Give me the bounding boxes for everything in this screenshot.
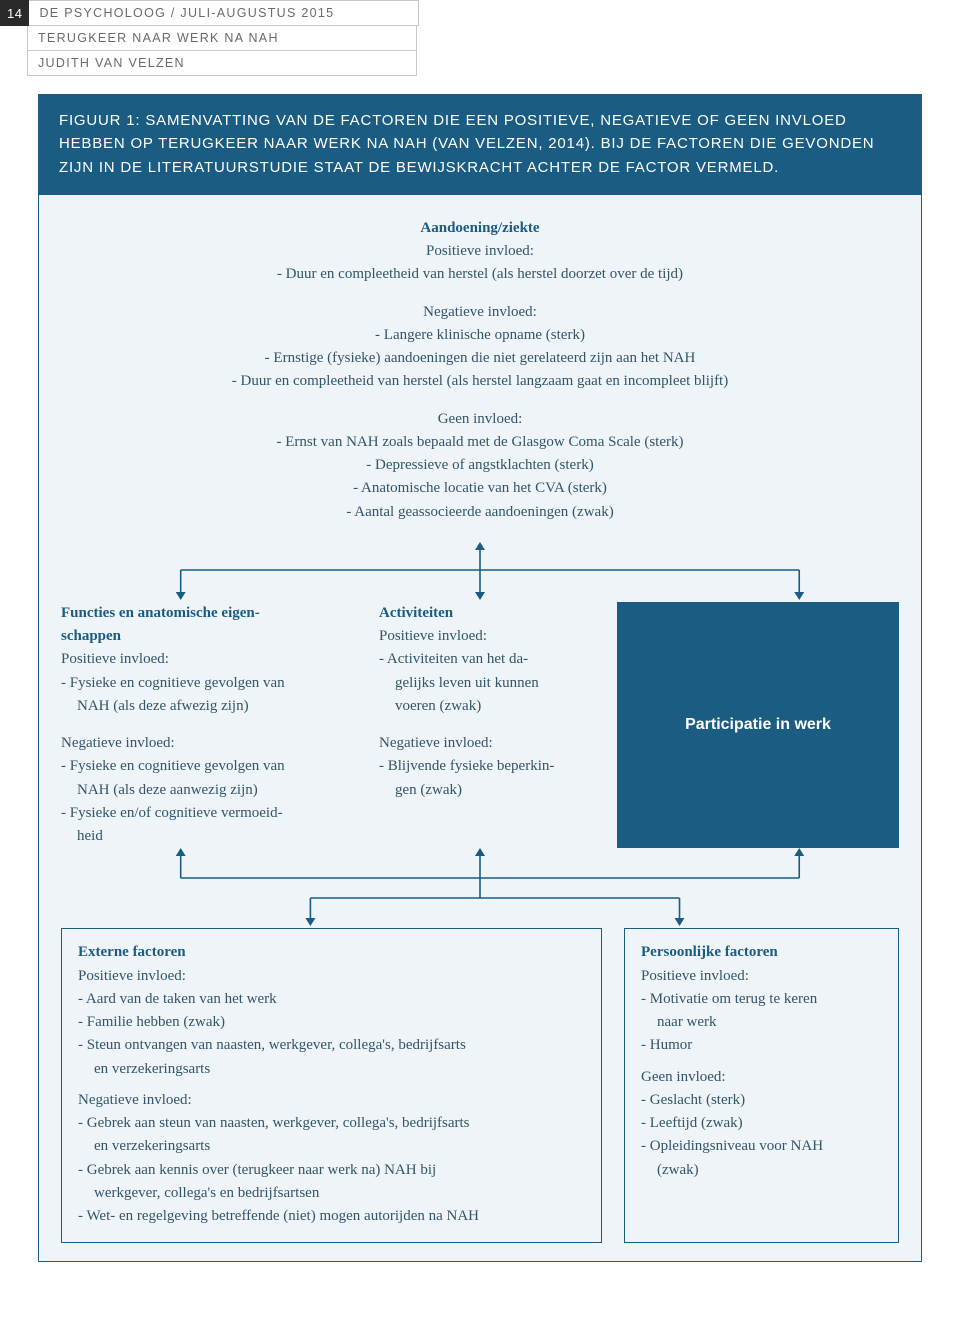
extern-pos-3b: en verzekeringsarts — [78, 1058, 585, 1081]
persoonlijk-pos-1a: - Motivatie om terug te keren — [641, 988, 882, 1011]
block-participatie: Participatie in werk — [617, 602, 899, 849]
arrows-top-to-mid — [61, 542, 899, 602]
functies-pos-1b: NAH (als deze afwezig zijn) — [61, 695, 361, 718]
aandoening-neg-1: - Langere klinische opname (sterk) — [61, 324, 899, 347]
activiteiten-pos-1b: gelijks leven uit kunnen — [379, 672, 599, 695]
extern-pos-1: - Aard van de taken van het werk — [78, 988, 585, 1011]
functies-neg-2a: - Fysieke en/of cognitieve vermoeid- — [61, 802, 361, 825]
extern-neg-2b: werkgever, collega's en bedrijfsartsen — [78, 1182, 585, 1205]
activiteiten-neg-head: Negatieve invloed: — [379, 735, 493, 751]
header-article-title: TERUGKEER NAAR WERK NA NAH — [27, 26, 417, 51]
block-aandoening: Aandoening/ziekte Positieve invloed: - D… — [61, 217, 899, 524]
block-activiteiten: Activiteiten Positieve invloed: - Activi… — [379, 602, 599, 849]
figure-body: Aandoening/ziekte Positieve invloed: - D… — [39, 195, 921, 1262]
functies-neg-2b: heid — [61, 825, 361, 848]
extern-pos-2: - Familie hebben (zwak) — [78, 1011, 585, 1034]
aandoening-none-4: - Aantal geassocieerde aandoeningen (zwa… — [61, 501, 899, 524]
page-number: 14 — [0, 0, 29, 26]
participatie-label: Participatie in werk — [685, 716, 831, 734]
functies-title-l2: schappen — [61, 628, 121, 644]
bottom-row: Externe factoren Positieve invloed: - Aa… — [61, 928, 899, 1243]
header-row-3: JUDITH VAN VELZEN — [0, 51, 960, 76]
aandoening-pos-head: Positieve invloed: — [61, 240, 899, 263]
aandoening-pos-1: - Duur en compleetheid van herstel (als … — [61, 263, 899, 286]
aandoening-title: Aandoening/ziekte — [420, 220, 539, 236]
activiteiten-neg-1a: - Blijvende fysieke beperkin- — [379, 755, 599, 778]
extern-neg-3: - Wet- en regelgeving betreffende (niet)… — [78, 1205, 585, 1228]
block-externe-factoren: Externe factoren Positieve invloed: - Aa… — [61, 928, 602, 1243]
aandoening-none-2: - Depressieve of angstklachten (sterk) — [61, 454, 899, 477]
extern-neg-1b: en verzekeringsarts — [78, 1135, 585, 1158]
persoonlijk-none-3b: (zwak) — [641, 1159, 882, 1182]
block-persoonlijke-factoren: Persoonlijke factoren Positieve invloed:… — [624, 928, 899, 1243]
activiteiten-neg-1b: gen (zwak) — [379, 779, 599, 802]
extern-neg-2a: - Gebrek aan kennis over (terugkeer naar… — [78, 1159, 585, 1182]
persoonlijk-none-head: Geen invloed: — [641, 1069, 726, 1085]
header-row-2: TERUGKEER NAAR WERK NA NAH — [0, 26, 960, 51]
extern-neg-head: Negatieve invloed: — [78, 1092, 192, 1108]
functies-neg-head: Negatieve invloed: — [61, 735, 175, 751]
figure-caption: FIGUUR 1: SAMENVATTING VAN DE FACTOREN D… — [39, 95, 921, 195]
extern-pos-head: Positieve invloed: — [78, 968, 186, 984]
extern-title: Externe factoren — [78, 944, 186, 960]
persoonlijk-title: Persoonlijke factoren — [641, 944, 778, 960]
aandoening-none-head: Geen invloed: — [61, 408, 899, 431]
figure-1: FIGUUR 1: SAMENVATTING VAN DE FACTOREN D… — [38, 94, 922, 1262]
activiteiten-pos-1a: - Activiteiten van het da- — [379, 648, 599, 671]
aandoening-neg-3: - Duur en compleetheid van herstel (als … — [61, 370, 899, 393]
block-functies: Functies en anatomische eigen- schappen … — [61, 602, 361, 849]
aandoening-none-1: - Ernst van NAH zoals bepaald met de Gla… — [61, 431, 899, 454]
header-journal-line: DE PSYCHOLOOG / JULI-AUGUSTUS 2015 — [29, 0, 419, 26]
persoonlijk-none-3a: - Opleidingsniveau voor NAH — [641, 1135, 882, 1158]
functies-pos-head: Positieve invloed: — [61, 651, 169, 667]
persoonlijk-none-2: - Leeftijd (zwak) — [641, 1112, 882, 1135]
persoonlijk-pos-1b: naar werk — [641, 1011, 882, 1034]
persoonlijk-none-1: - Geslacht (sterk) — [641, 1089, 882, 1112]
functies-neg-1b: NAH (als deze aanwezig zijn) — [61, 779, 361, 802]
extern-pos-3a: - Steun ontvangen van naasten, werkgever… — [78, 1034, 585, 1057]
header-row-1: 14 DE PSYCHOLOOG / JULI-AUGUSTUS 2015 — [0, 0, 960, 26]
activiteiten-pos-head: Positieve invloed: — [379, 628, 487, 644]
functies-title-l1: Functies en anatomische eigen- — [61, 605, 260, 621]
functies-pos-1a: - Fysieke en cognitieve gevolgen van — [61, 672, 361, 695]
persoonlijk-pos-2: - Humor — [641, 1034, 882, 1057]
header-author: JUDITH VAN VELZEN — [27, 51, 417, 76]
extern-neg-1a: - Gebrek aan steun van naasten, werkgeve… — [78, 1112, 585, 1135]
aandoening-neg-2: - Ernstige (fysieke) aandoeningen die ni… — [61, 347, 899, 370]
arrows-mid-to-bottom — [61, 848, 899, 928]
activiteiten-title: Activiteiten — [379, 605, 453, 621]
page-header: 14 DE PSYCHOLOOG / JULI-AUGUSTUS 2015 TE… — [0, 0, 960, 76]
aandoening-none-3: - Anatomische locatie van het CVA (sterk… — [61, 477, 899, 500]
middle-row: Functies en anatomische eigen- schappen … — [61, 602, 899, 849]
activiteiten-pos-1c: voeren (zwak) — [379, 695, 599, 718]
aandoening-neg-head: Negatieve invloed: — [61, 301, 899, 324]
persoonlijk-pos-head: Positieve invloed: — [641, 968, 749, 984]
functies-neg-1a: - Fysieke en cognitieve gevolgen van — [61, 755, 361, 778]
